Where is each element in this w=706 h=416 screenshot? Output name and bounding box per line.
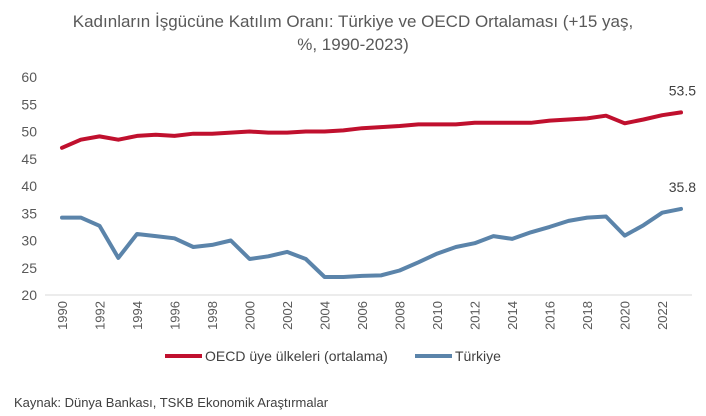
source-note: Kaynak: Dünya Bankası, TSKB Ekonomik Ara… [14, 395, 329, 410]
series-line-oecd [60, 110, 683, 150]
y-tick-label: 25 [21, 260, 37, 276]
x-tick-label: 2014 [505, 301, 520, 330]
y-tick-label: 35 [21, 205, 37, 221]
chart-title-line1: Kadınların İşgücüne Katılım Oranı: Türki… [72, 12, 634, 31]
x-tick-label: 1994 [130, 301, 145, 330]
y-tick-label: 40 [21, 178, 37, 194]
x-tick-label: 1990 [55, 301, 70, 330]
legend-label: Türkiye [455, 348, 501, 364]
legend-label: OECD üye ülkeleri (ortalama) [205, 348, 388, 364]
y-tick-label: 20 [21, 287, 37, 303]
chart-title: Kadınların İşgücüne Katılım Oranı: Türki… [0, 10, 706, 56]
y-tick-label: 30 [21, 233, 37, 249]
end-value-label: 53.5 [669, 82, 696, 98]
series-line-turkiye [60, 206, 683, 279]
x-tick-label: 1998 [205, 301, 220, 330]
x-tick-label: 2020 [618, 301, 633, 330]
x-tick-label: 2022 [655, 301, 670, 330]
y-tick-label: 60 [21, 69, 37, 85]
x-tick-label: 2012 [468, 301, 483, 330]
x-tick-label: 1996 [168, 301, 183, 330]
x-tick-label: 2004 [318, 301, 333, 330]
x-tick-label: 2002 [280, 301, 295, 330]
x-tick-label: 2016 [543, 301, 558, 330]
y-tick-label: 55 [21, 96, 37, 112]
chart-title-line2: %, 1990-2023) [297, 35, 409, 54]
x-tick-label: 2010 [430, 301, 445, 330]
x-tick-label: 2018 [580, 301, 595, 330]
end-value-label: 35.8 [669, 179, 696, 195]
x-tick-label: 2006 [355, 301, 370, 330]
x-tick-label: 2000 [243, 301, 258, 330]
x-tick-label: 1992 [93, 301, 108, 330]
y-tick-label: 45 [21, 151, 37, 167]
x-tick-label: 2008 [393, 301, 408, 330]
y-tick-label: 50 [21, 124, 37, 140]
